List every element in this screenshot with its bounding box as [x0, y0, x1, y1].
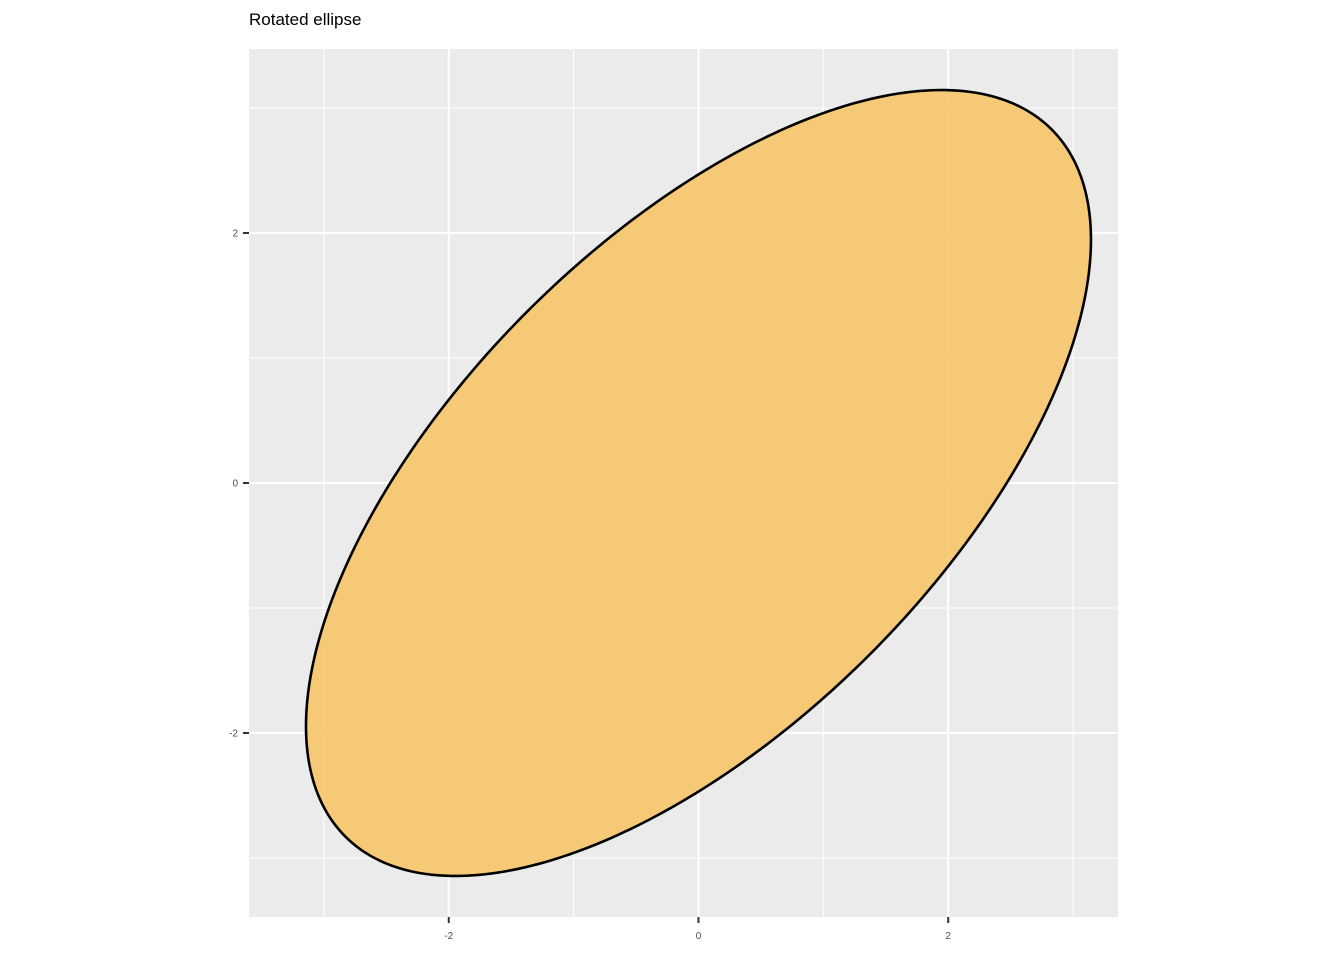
ellipse-shape — [304, 88, 1093, 878]
y-tick-label: 0 — [232, 479, 238, 490]
chart-title: Rotated ellipse — [249, 10, 362, 29]
x-tick-label: -2 — [444, 931, 453, 942]
x-tick-label: 0 — [696, 931, 702, 942]
x-tick-label: 2 — [945, 931, 951, 942]
y-tick-label: 2 — [232, 229, 238, 240]
y-tick-label: -2 — [229, 729, 238, 740]
